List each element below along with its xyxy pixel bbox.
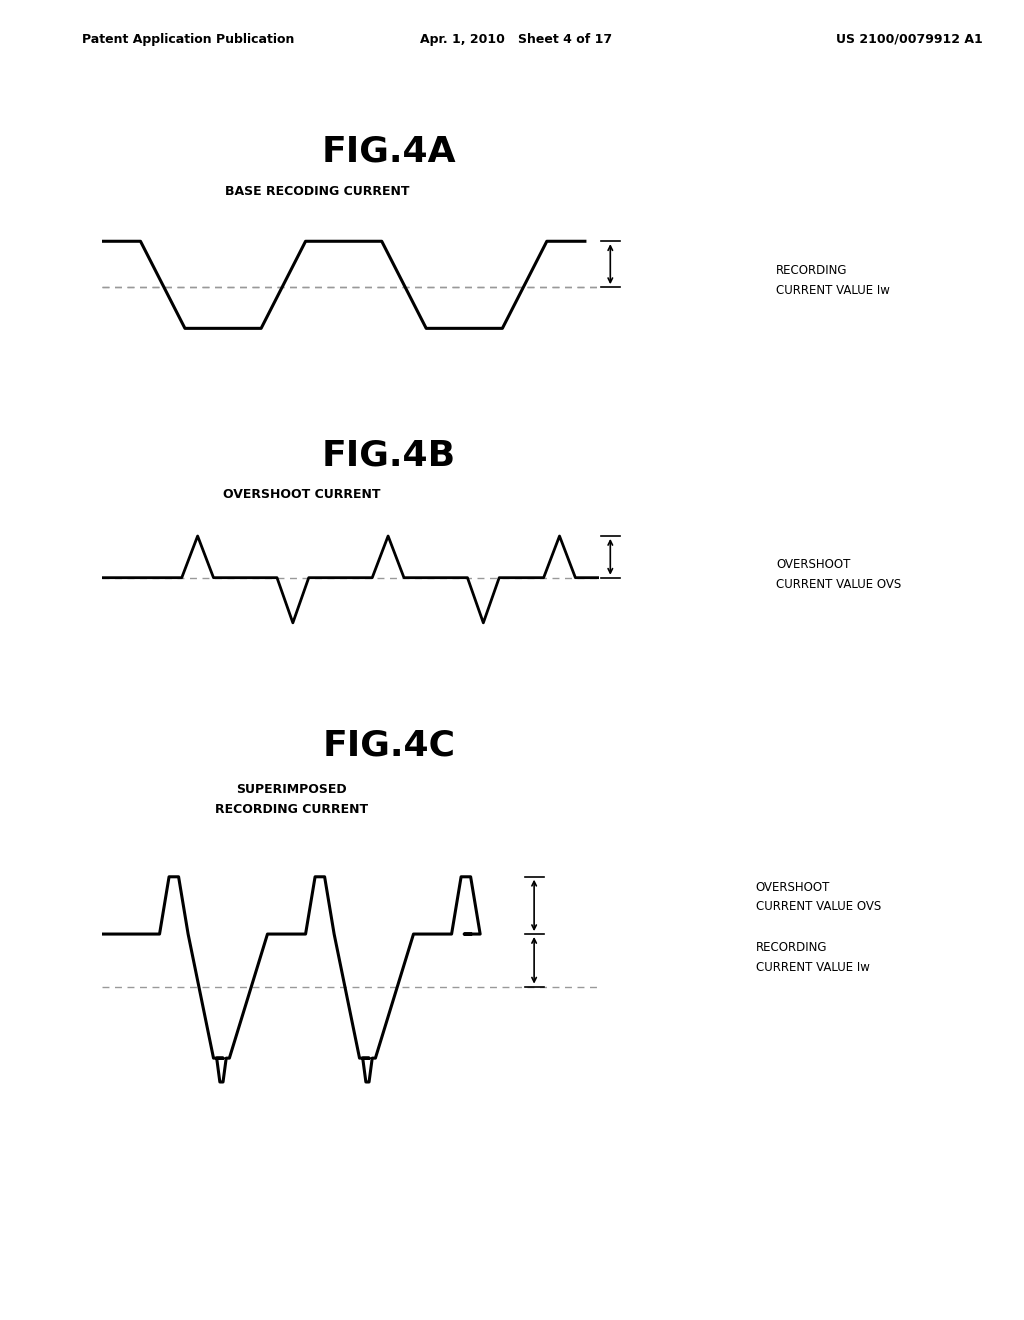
Text: RECORDING: RECORDING [776, 264, 848, 277]
Text: FIG.4C: FIG.4C [323, 729, 456, 763]
Text: OVERSHOOT: OVERSHOOT [776, 558, 851, 572]
Text: OVERSHOOT CURRENT: OVERSHOOT CURRENT [223, 488, 381, 502]
Text: RECORDING CURRENT: RECORDING CURRENT [215, 803, 369, 816]
Text: OVERSHOOT: OVERSHOOT [756, 880, 830, 894]
Text: CURRENT VALUE OVS: CURRENT VALUE OVS [756, 900, 881, 913]
Text: BASE RECODING CURRENT: BASE RECODING CURRENT [225, 185, 410, 198]
Text: FIG.4B: FIG.4B [323, 438, 456, 473]
Text: US 2100/0079912 A1: US 2100/0079912 A1 [837, 33, 983, 46]
Text: CURRENT VALUE Iw: CURRENT VALUE Iw [756, 961, 869, 974]
Text: Patent Application Publication: Patent Application Publication [82, 33, 294, 46]
Text: SUPERIMPOSED: SUPERIMPOSED [237, 783, 347, 796]
Text: CURRENT VALUE OVS: CURRENT VALUE OVS [776, 578, 901, 591]
Text: CURRENT VALUE Iw: CURRENT VALUE Iw [776, 284, 890, 297]
Text: FIG.4A: FIG.4A [322, 135, 457, 169]
Text: RECORDING: RECORDING [756, 941, 827, 954]
Text: Apr. 1, 2010   Sheet 4 of 17: Apr. 1, 2010 Sheet 4 of 17 [420, 33, 612, 46]
